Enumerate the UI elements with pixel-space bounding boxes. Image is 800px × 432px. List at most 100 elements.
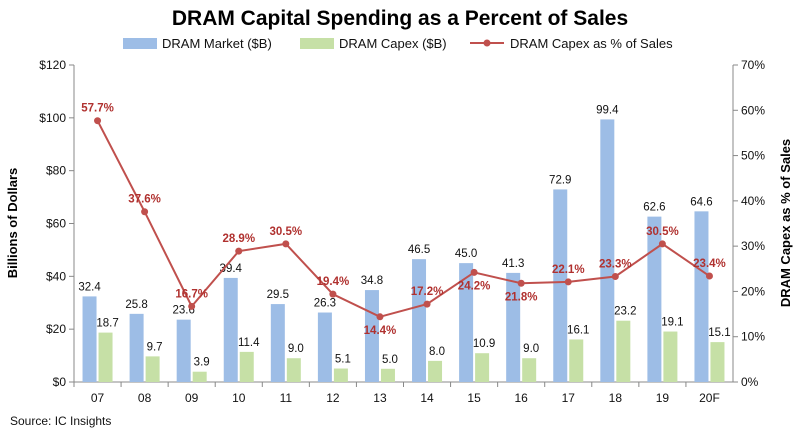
legend-label-market: DRAM Market ($B) (162, 36, 272, 51)
data-label-dram-capex: 5.1 (335, 354, 351, 366)
data-label-capex-pct: 23.3% (599, 258, 632, 270)
bar-dram-capex (286, 358, 301, 382)
bar-dram-capex (239, 351, 254, 382)
bar-dram-market (647, 216, 662, 382)
x-tick-label: 13 (373, 391, 387, 405)
bar-dram-market (129, 313, 144, 382)
bar-dram-capex (333, 368, 348, 382)
point-capex-pct (470, 268, 478, 276)
data-label-capex-pct: 37.6% (128, 194, 161, 206)
data-label-dram-market: 26.3 (314, 298, 336, 310)
data-label-dram-market: 41.3 (502, 258, 524, 270)
point-capex-pct (141, 208, 149, 216)
data-label-dram-market: 34.8 (361, 275, 383, 287)
bar-dram-market (506, 272, 521, 382)
bar-dram-capex (98, 332, 113, 382)
data-label-capex-pct: 24.2% (458, 280, 491, 292)
data-label-dram-market: 25.8 (125, 299, 147, 311)
point-capex-pct (705, 272, 713, 280)
y2-tick-label: 10% (741, 330, 765, 344)
y2-tick-label: 60% (741, 103, 765, 117)
source-note: Source: IC Insights (10, 414, 111, 428)
legend-swatch-pct-marker (483, 39, 491, 47)
x-tick-label: 18 (609, 391, 623, 405)
y-axis-title: Billions of Dollars (5, 168, 20, 279)
data-label-dram-capex: 5.0 (382, 354, 398, 366)
bar-dram-market (176, 319, 191, 382)
bar-dram-market (82, 296, 97, 382)
bar-dram-market (317, 312, 332, 382)
y2-tick-label: 30% (741, 239, 765, 253)
data-label-dram-capex: 9.7 (147, 341, 163, 353)
point-capex-pct (658, 240, 666, 248)
data-label-dram-market: 45.0 (455, 248, 477, 260)
bar-dram-market (553, 189, 568, 382)
data-label-dram-capex: 19.1 (661, 317, 683, 329)
bar-dram-market (364, 290, 379, 382)
data-label-capex-pct: 22.1% (552, 264, 585, 276)
y2-tick-label: 50% (741, 149, 765, 163)
data-label-dram-capex: 23.2 (614, 306, 636, 318)
data-label-dram-capex: 8.0 (429, 346, 445, 358)
bar-dram-capex (475, 353, 490, 382)
bar-dram-market (694, 211, 709, 382)
bar-dram-capex (616, 320, 631, 382)
bar-dram-market (459, 263, 474, 382)
point-capex-pct (329, 290, 337, 298)
point-capex-pct (235, 247, 243, 255)
data-label-capex-pct: 30.5% (646, 226, 679, 238)
data-label-capex-pct: 28.9% (222, 233, 255, 245)
x-tick-label: 07 (91, 391, 105, 405)
y-tick-label: $100 (39, 111, 66, 125)
bar-dram-market (270, 304, 285, 382)
x-tick-label: 16 (514, 391, 528, 405)
bar-dram-capex (569, 339, 584, 382)
x-tick-label: 12 (326, 391, 340, 405)
data-label-dram-capex: 18.7 (96, 318, 118, 330)
y-tick-label: $80 (46, 164, 66, 178)
x-tick-label: 15 (467, 391, 481, 405)
x-tick-label: 19 (656, 391, 670, 405)
data-label-dram-capex: 9.0 (523, 343, 539, 355)
legend-swatch-capex (300, 38, 334, 49)
bar-dram-capex (380, 368, 395, 382)
bar-dram-capex (192, 371, 207, 382)
data-label-dram-capex: 11.4 (238, 337, 260, 349)
data-label-dram-capex: 15.1 (708, 327, 730, 339)
data-label-dram-capex: 16.1 (567, 324, 589, 336)
chart-title: DRAM Capital Spending as a Percent of Sa… (172, 7, 628, 30)
point-capex-pct (517, 279, 525, 287)
y2-axis-title: DRAM Capex as % of Sales (778, 139, 793, 307)
plot-area: $0 $20 $40 $60 $80 $100 $120 0% 10% 20% 30% 40% 50% 6… (39, 58, 765, 405)
bar-dram-market (412, 259, 427, 382)
data-label-capex-pct: 19.4% (317, 276, 350, 288)
x-tick-label: 09 (185, 391, 199, 405)
point-capex-pct (282, 240, 290, 248)
y-tick-label: $0 (53, 375, 67, 389)
point-capex-pct (564, 278, 572, 286)
legend-label-pct: DRAM Capex as % of Sales (510, 36, 673, 51)
x-tick-label: 11 (280, 391, 293, 405)
data-label-dram-market: 72.9 (549, 174, 571, 186)
data-label-dram-market: 32.4 (78, 281, 101, 293)
point-capex-pct (188, 302, 196, 310)
x-tick-label: 17 (562, 391, 576, 405)
y2-tick-label: 0% (741, 375, 759, 389)
point-capex-pct (376, 313, 384, 321)
data-label-capex-pct: 16.7% (175, 288, 208, 300)
x-tick-label: 10 (232, 391, 246, 405)
x-tick-label: 08 (138, 391, 152, 405)
y2-tick-label: 40% (741, 194, 765, 208)
y-tick-label: $20 (46, 322, 66, 336)
data-label-capex-pct: 14.4% (364, 325, 397, 337)
point-capex-pct (423, 300, 431, 308)
data-label-dram-market: 46.5 (408, 244, 430, 256)
data-label-dram-market: 99.4 (596, 104, 619, 116)
y2-tick-label: 70% (741, 58, 765, 72)
bar-dram-capex (710, 342, 725, 382)
y-tick-label: $120 (39, 58, 66, 72)
data-label-capex-pct: 17.2% (411, 286, 444, 298)
bar-dram-market (223, 277, 238, 382)
data-label-capex-pct: 21.8% (505, 291, 538, 303)
